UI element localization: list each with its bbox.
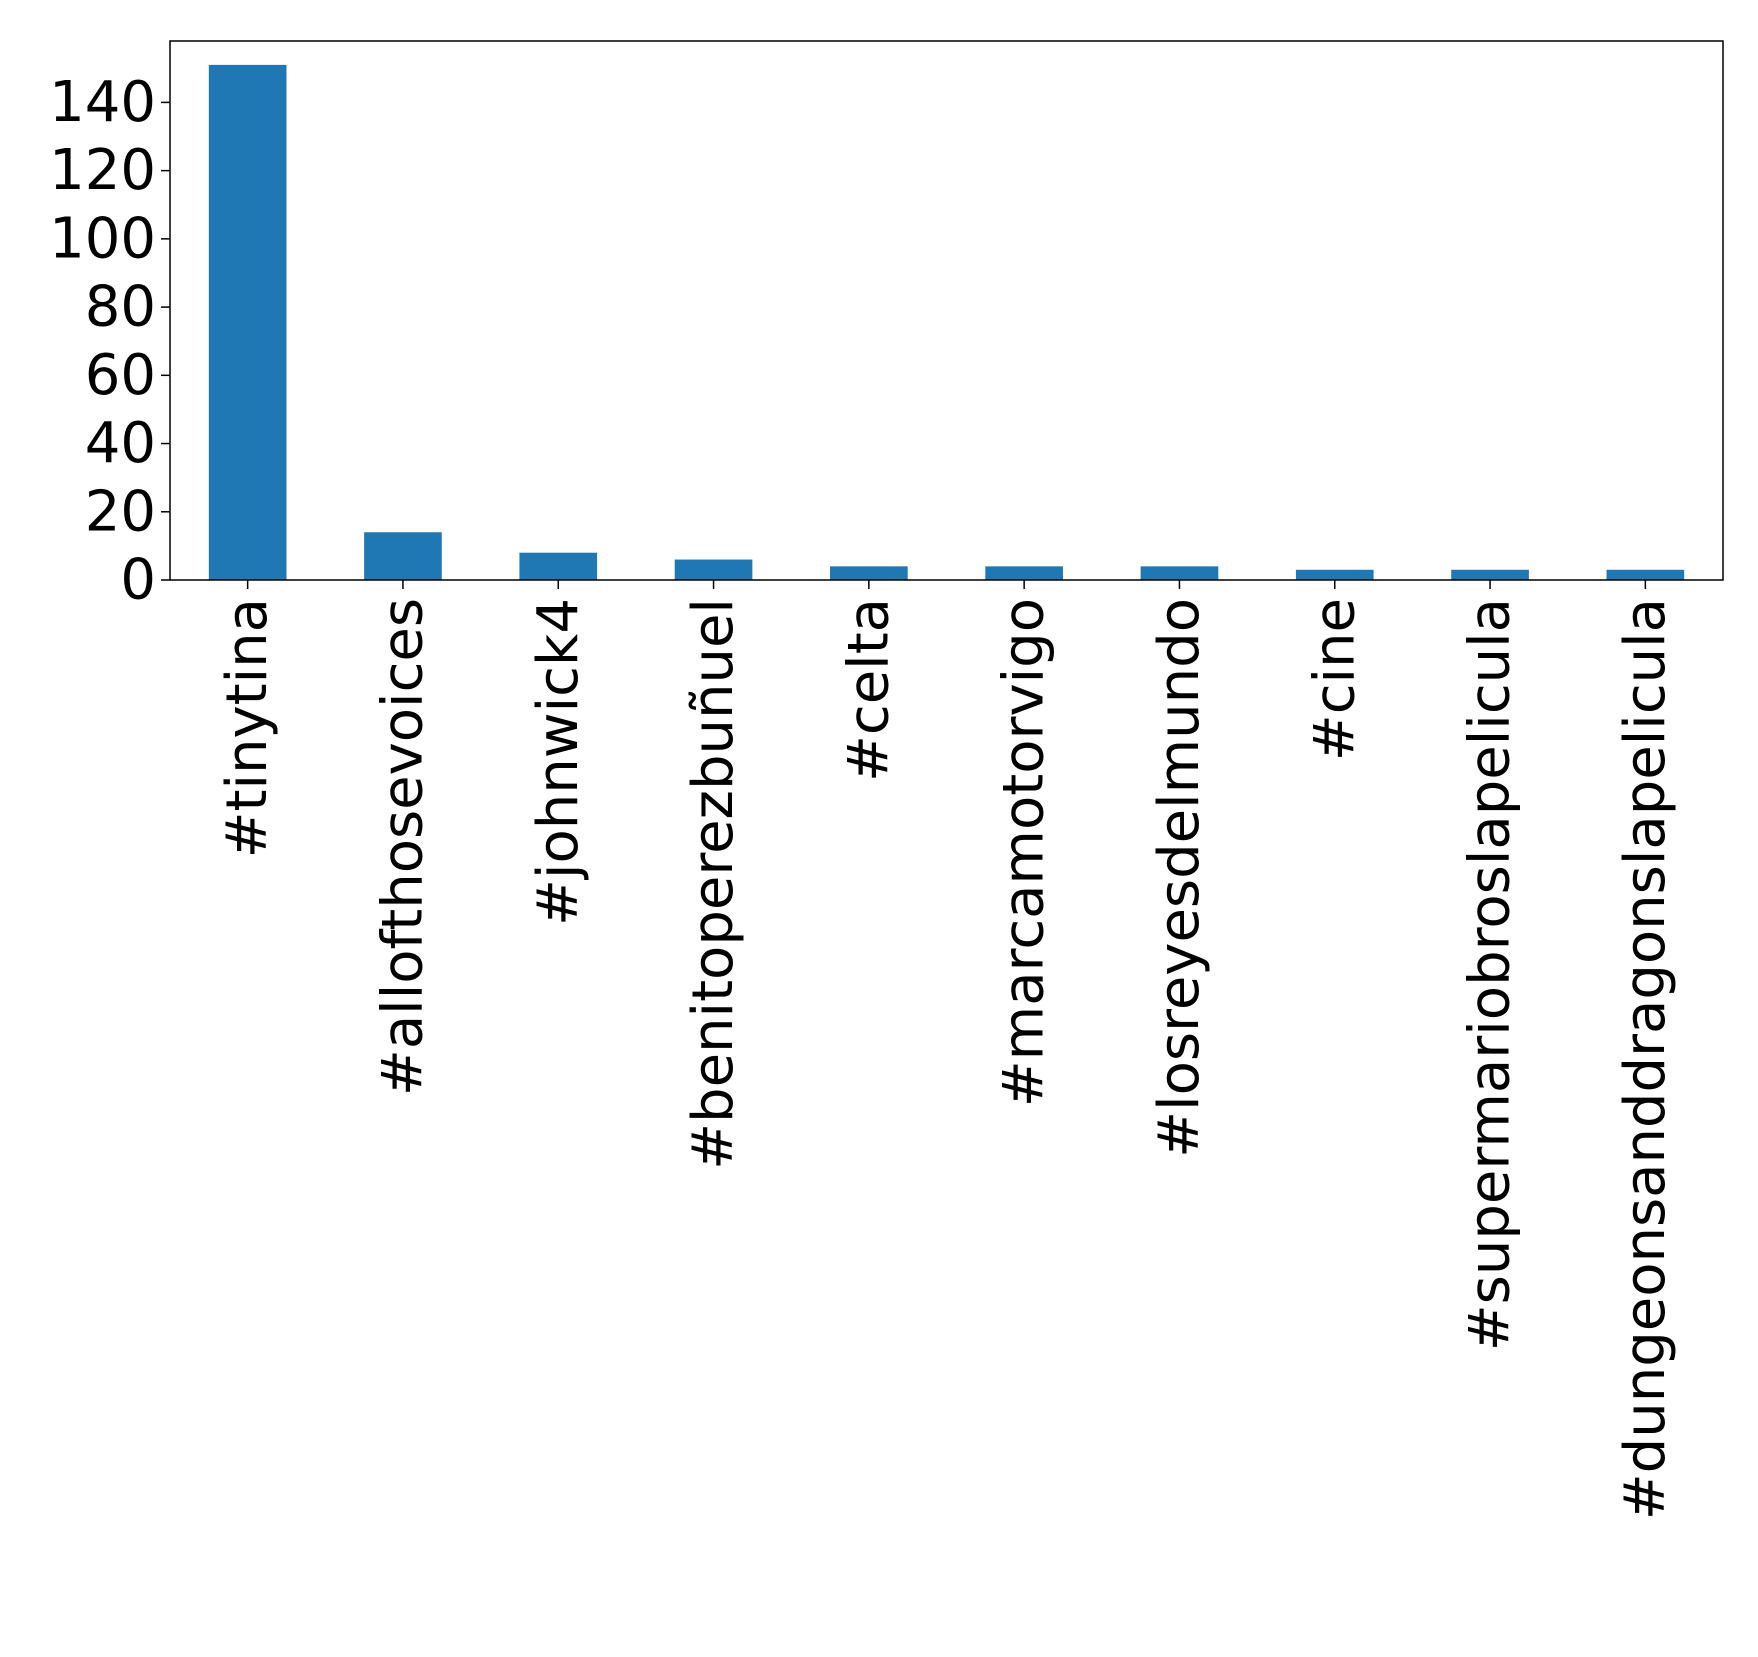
plot-frame: [169, 40, 1724, 581]
x-tick-label: #marcamotorvigo: [992, 598, 1057, 1107]
bar-0: [208, 64, 287, 580]
bar-7: [1295, 569, 1374, 580]
y-tick-label: 80: [85, 275, 156, 340]
x-tick-label: #allofthosevoices: [370, 598, 435, 1096]
x-tick-label: #tinytina: [215, 598, 280, 858]
x-tick-label: #cine: [1302, 598, 1367, 761]
bar-8: [1451, 569, 1529, 580]
bars-layer: [208, 64, 1685, 580]
x-axis: #tinytina #allofthosevoices #johnwick4 #ben…: [215, 580, 1678, 1520]
bar-5: [985, 566, 1063, 580]
bar-6: [1140, 566, 1219, 580]
y-tick-label: 140: [49, 70, 156, 135]
y-tick-label: 40: [85, 411, 156, 476]
bar-3: [674, 559, 753, 580]
plot-area: [170, 41, 1723, 580]
y-tick-label: 20: [85, 479, 156, 544]
y-tick-label: 60: [85, 343, 156, 408]
x-tick-label: #losreyesdelmundo: [1147, 598, 1212, 1158]
x-tick-label: #dungeonsanddragonslapelicula: [1613, 598, 1678, 1520]
x-tick-label: #supermariobroslapelicula: [1458, 598, 1523, 1351]
bar-4: [830, 566, 908, 580]
bar-1: [364, 532, 442, 580]
y-tick-label: 0: [120, 548, 156, 613]
x-tick-label: #celta: [836, 598, 901, 782]
y-tick-label: 120: [49, 138, 156, 203]
y-tick-label: 100: [49, 206, 156, 271]
bar-9: [1606, 569, 1685, 580]
bar-2: [519, 552, 598, 580]
x-tick-label: #johnwick4: [526, 598, 591, 926]
x-tick-label: #benitoperezbuñuel: [681, 598, 746, 1170]
